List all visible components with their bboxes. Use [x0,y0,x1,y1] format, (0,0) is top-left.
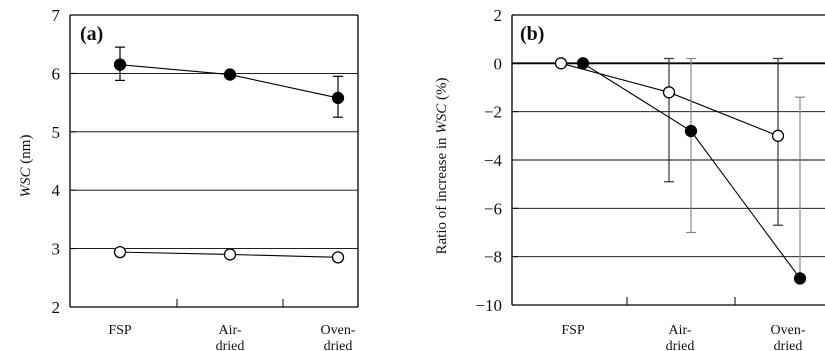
a-series [113,46,345,264]
a-filled-point [331,91,345,105]
a-x-tick-label: dried [324,339,353,351]
b-x-tick-label: dried [774,339,803,351]
b-open-point [554,57,568,70]
a-panel-label: (a) [80,23,103,45]
a-open-point [331,251,345,264]
a-filled-point [113,58,127,71]
a-y-axis-label: WSC (nm) [18,135,34,198]
b-y-tick-label: 2 [494,6,503,25]
a-y-tick-label: 4 [52,181,61,200]
a-axes-frame [69,14,359,308]
b-y-tick-label: −6 [484,199,502,218]
b-y-tick-label: −4 [484,151,503,170]
b-series [554,57,807,285]
b-x-tick-label: dried [666,339,695,351]
a-y-ticks: 2 3 4 5 6 7 [52,6,76,317]
a-x-tick-label: Air- [218,323,241,338]
a-y-tick-label: 6 [52,64,61,83]
a-x-tick-label: dried [216,339,245,351]
a-gridlines [70,72,358,250]
a-y-tick-label: 3 [52,240,61,259]
b-y-tick-label: 0 [494,54,503,73]
b-x-tick-label: Air- [668,323,691,338]
a-y-tick-label: 5 [52,123,61,142]
b-y-tick-label: −10 [475,296,502,315]
b-filled-point [684,124,698,138]
b-axes-frame [511,14,825,306]
b-y-tick-label: −8 [484,248,502,267]
a-y-tick-label: 7 [52,6,61,25]
b-y-axis-label: Ratio of increase in WSC (%) [434,77,450,254]
b-filled-point [576,57,590,70]
b-x-tick-label: FSP [561,323,585,338]
a-y-tick-label: 2 [52,298,61,317]
b-y-tick-label: −2 [484,103,502,122]
b-open-point [771,129,785,142]
b-filled-point [793,272,807,285]
a-open-point [223,248,237,261]
b-panel-label: (b) [520,23,544,45]
b-open-point [662,86,676,99]
a-x-tick-label: Oven- [321,323,356,338]
b-y-ticks: 2 0 −2 −4 −6 −8 −10 [475,6,518,315]
a-open-point [113,245,127,259]
a-x-tick-label: FSP [108,323,132,338]
b-x-tick-label: Oven- [771,323,806,338]
a-filled-point [223,68,237,81]
